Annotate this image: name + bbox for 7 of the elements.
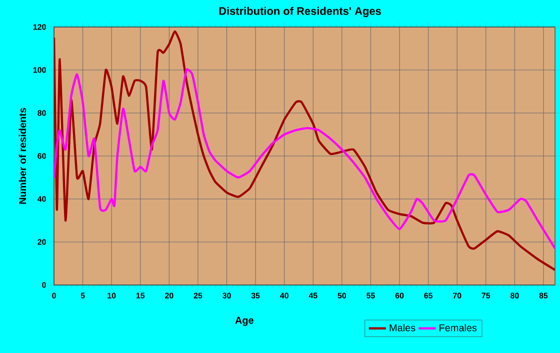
- chart-title: Distribution of Residents' Ages: [219, 6, 381, 18]
- legend-label: Males: [390, 324, 416, 332]
- x-axis-title: Age: [235, 316, 254, 326]
- y-axis-title: Number of residents: [18, 108, 26, 204]
- legend-label: Females: [440, 324, 477, 332]
- line-series: [54, 30, 556, 272]
- line-series: [54, 68, 556, 250]
